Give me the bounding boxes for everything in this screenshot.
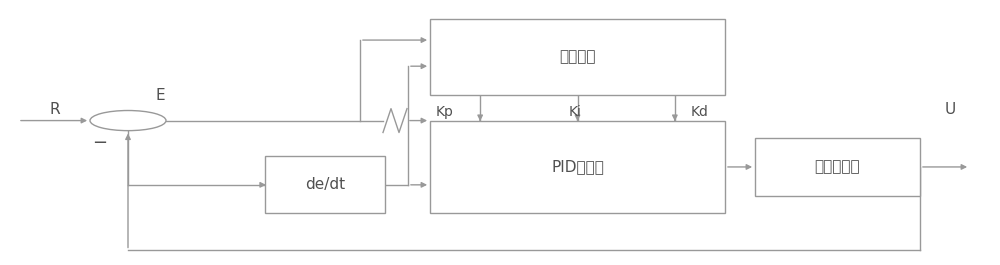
Text: Kp: Kp bbox=[436, 105, 454, 119]
Text: R: R bbox=[50, 103, 60, 117]
Text: −: − bbox=[92, 134, 108, 152]
Text: 模糊推理: 模糊推理 bbox=[559, 50, 596, 64]
Text: PID控制器: PID控制器 bbox=[551, 160, 604, 174]
Text: Ki: Ki bbox=[569, 105, 581, 119]
FancyBboxPatch shape bbox=[265, 156, 385, 213]
FancyBboxPatch shape bbox=[430, 19, 725, 95]
FancyBboxPatch shape bbox=[755, 138, 920, 196]
Text: E: E bbox=[155, 88, 165, 103]
Text: Kd: Kd bbox=[691, 105, 709, 119]
Circle shape bbox=[90, 111, 166, 131]
Text: 直流电动机: 直流电动机 bbox=[815, 160, 860, 174]
Text: U: U bbox=[944, 103, 956, 117]
Text: de/dt: de/dt bbox=[305, 177, 345, 192]
FancyBboxPatch shape bbox=[430, 121, 725, 213]
